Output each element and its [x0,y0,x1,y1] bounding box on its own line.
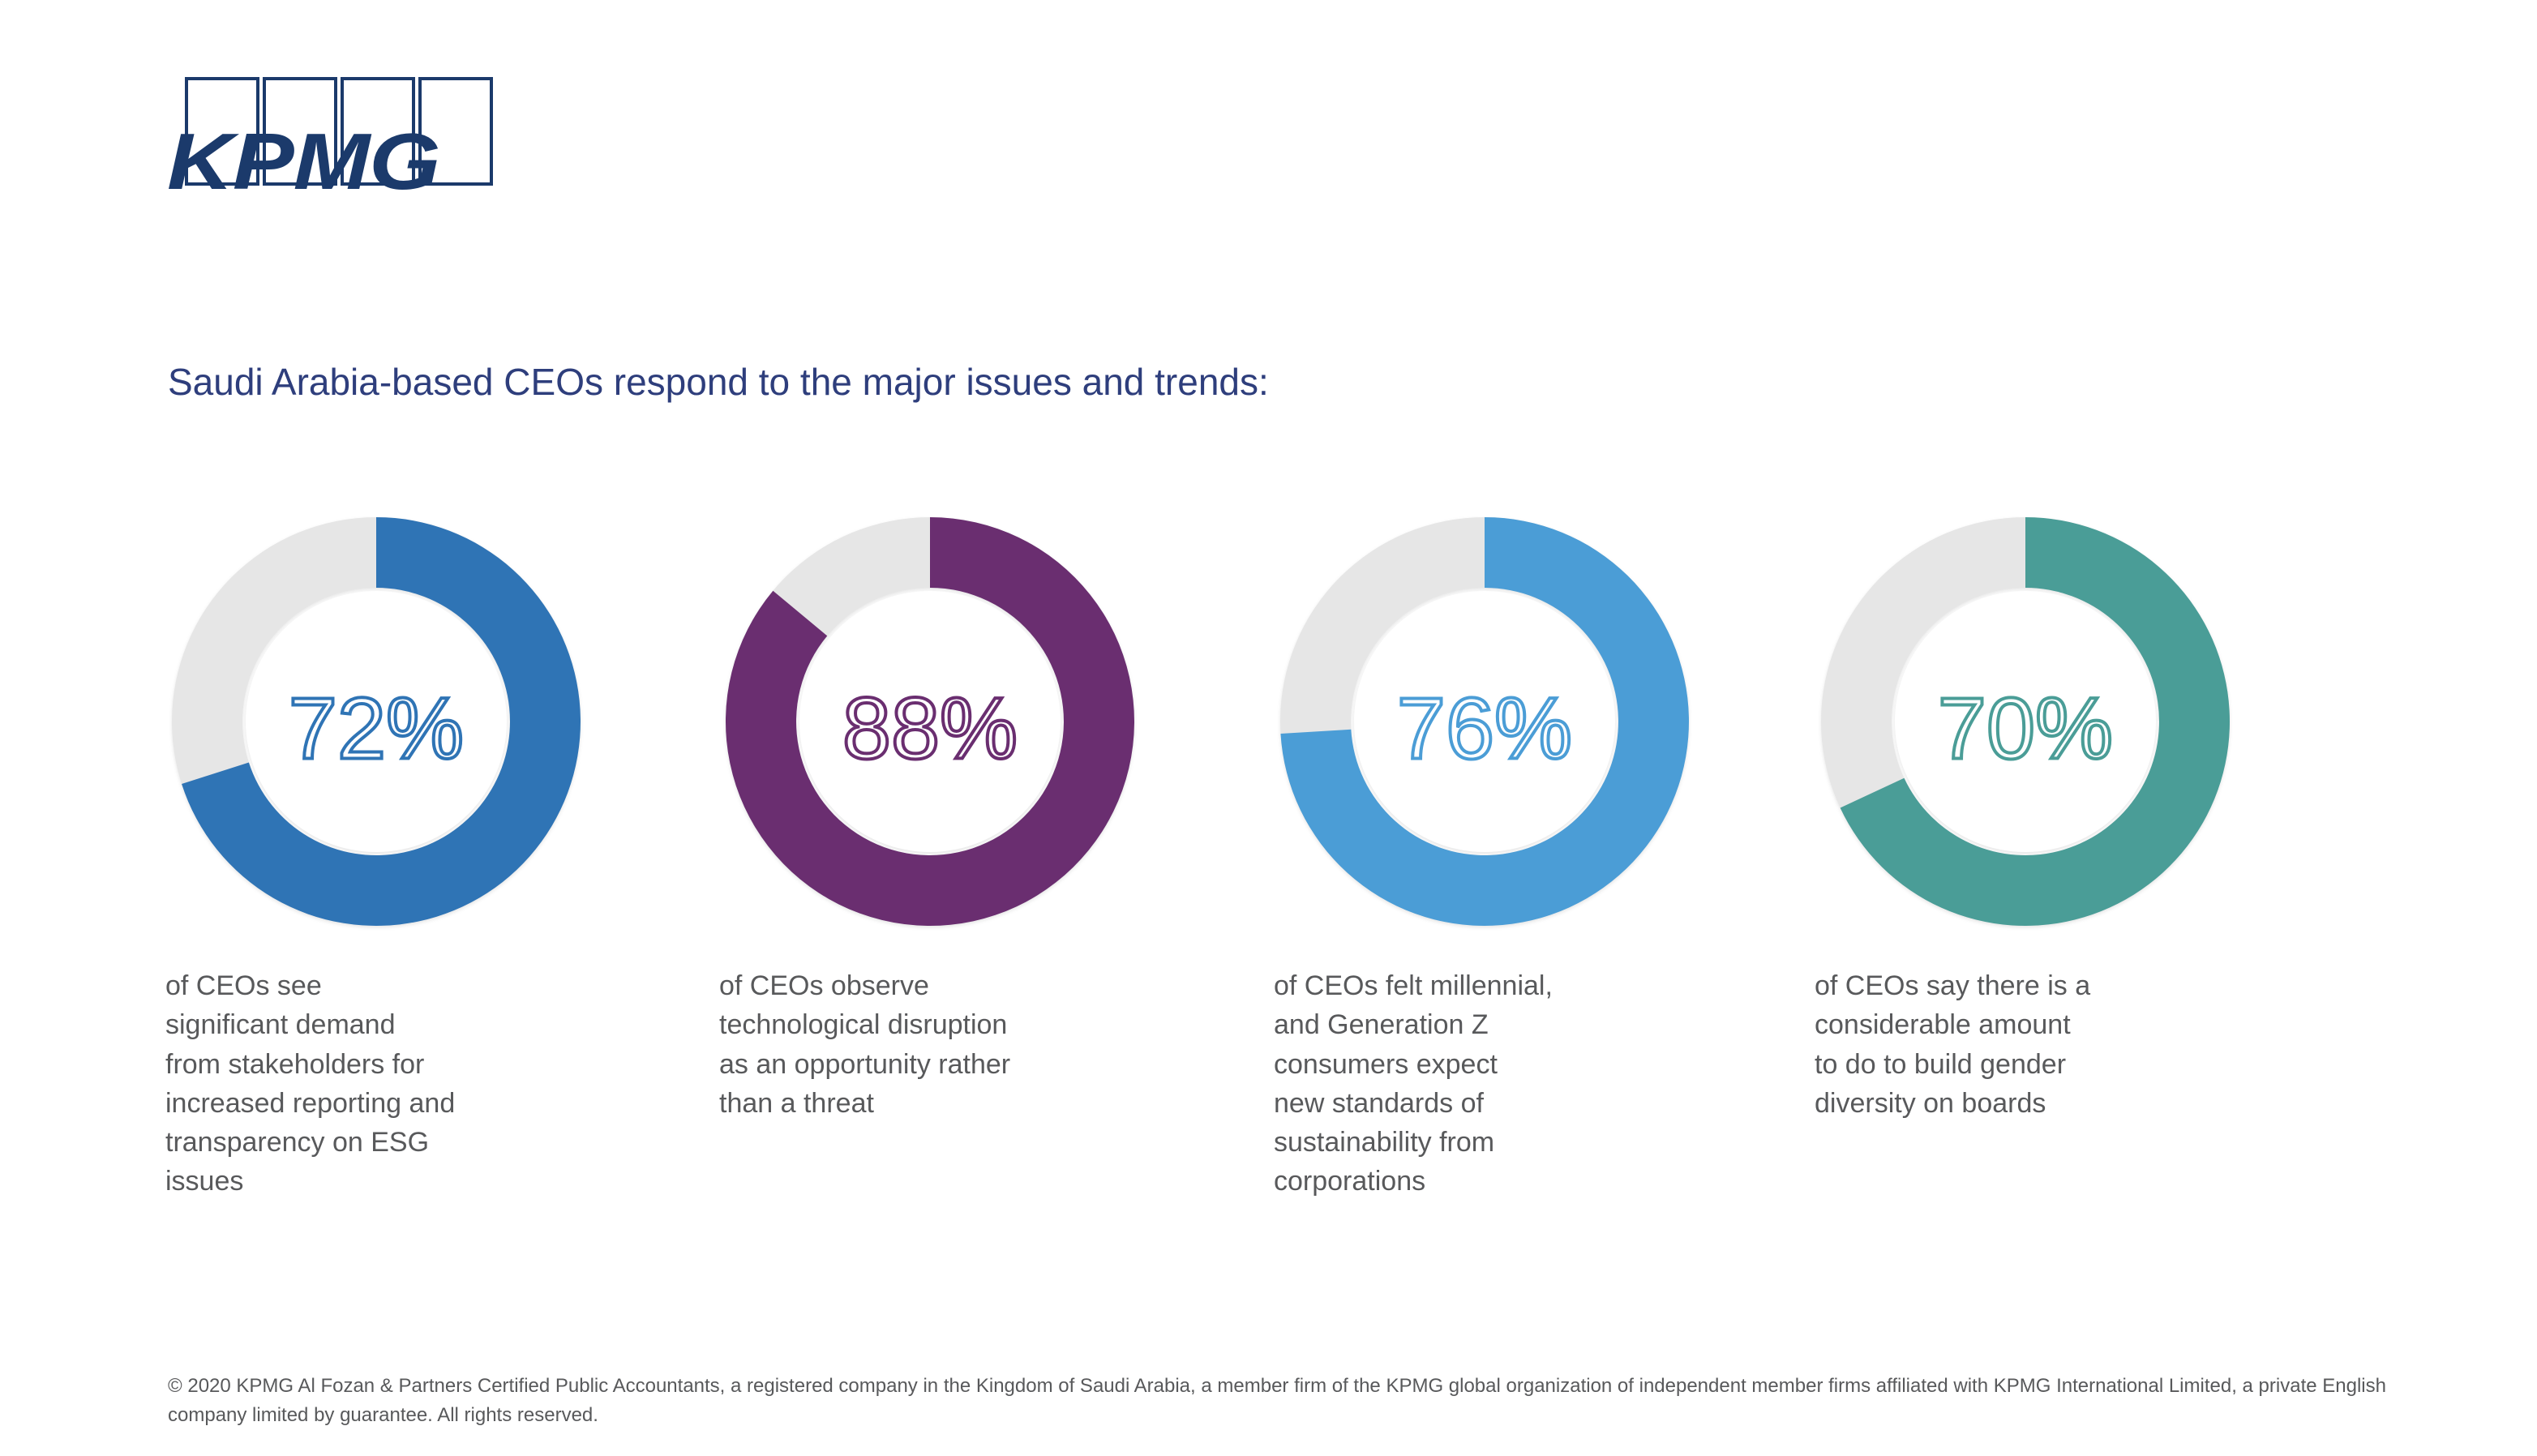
svg-text:88%: 88% [842,679,1018,777]
svg-text:76%: 76% [1397,679,1572,777]
svg-text:70%: 70% [1938,679,2113,777]
svg-text:72%: 72% [289,679,464,777]
